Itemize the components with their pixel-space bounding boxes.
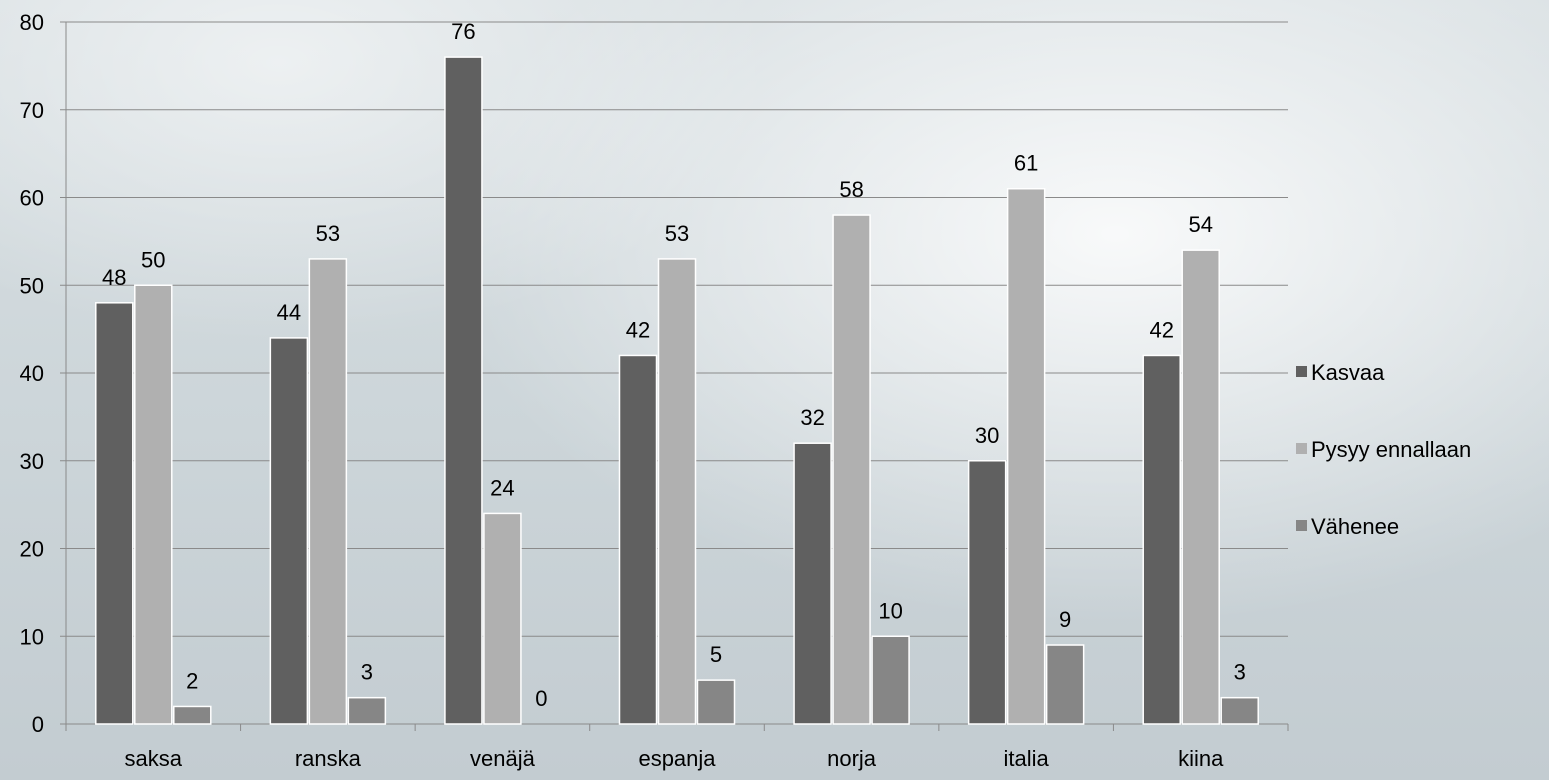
bar — [173, 705, 212, 725]
data-label: 9 — [1059, 607, 1071, 632]
data-label: 76 — [451, 19, 475, 44]
x-tick-label: venäjä — [470, 746, 536, 771]
legend-label: Pysyy ennallaan — [1311, 437, 1471, 462]
bar — [308, 258, 348, 725]
y-tick-label: 60 — [20, 186, 44, 211]
data-label: 3 — [361, 660, 373, 685]
data-label: 53 — [316, 221, 340, 246]
bar — [1142, 354, 1181, 725]
x-tick-label: saksa — [125, 746, 183, 771]
data-label: 0 — [535, 686, 547, 711]
data-label: 58 — [839, 177, 863, 202]
y-tick-label: 30 — [20, 449, 44, 474]
y-tick-label: 40 — [20, 361, 44, 386]
data-label: 3 — [1234, 660, 1246, 685]
data-label: 42 — [1149, 317, 1173, 342]
y-tick-label: 50 — [20, 273, 44, 298]
data-label: 10 — [878, 598, 902, 623]
bar — [1045, 644, 1085, 725]
data-label: 50 — [141, 247, 165, 272]
x-tick-label: ranska — [295, 746, 362, 771]
bar — [967, 460, 1007, 725]
legend-label: Vähenee — [1311, 514, 1399, 539]
data-label: 48 — [102, 265, 126, 290]
legend-swatch — [1296, 443, 1307, 454]
data-labels: 48 50 2 44 53 3 76 24 0 42 53 5 32 58 10 30 61 9 42 54 3 — [102, 19, 1246, 711]
bar — [444, 56, 483, 725]
data-label: 44 — [277, 300, 301, 325]
data-label: 30 — [975, 423, 999, 448]
bar — [1181, 249, 1220, 725]
x-tick-label: kiina — [1178, 746, 1224, 771]
data-label: 53 — [665, 221, 689, 246]
y-tick-label: 80 — [20, 10, 44, 35]
bar — [347, 696, 387, 725]
data-label: 32 — [800, 405, 824, 430]
bar — [696, 679, 736, 725]
data-label: 5 — [710, 642, 722, 667]
y-tick-label: 0 — [32, 712, 44, 737]
bars — [95, 56, 1259, 725]
x-tick-label: norja — [827, 746, 877, 771]
x-tick-label: espanja — [638, 746, 716, 771]
bar — [832, 214, 871, 725]
bar — [1220, 696, 1259, 725]
bar — [618, 354, 658, 725]
bar — [134, 284, 173, 725]
x-tick-label: italia — [1004, 746, 1050, 771]
data-label: 42 — [626, 317, 650, 342]
y-tick-label: 10 — [20, 624, 44, 649]
bar — [793, 442, 832, 725]
data-label: 2 — [186, 668, 198, 693]
legend-swatch — [1296, 520, 1307, 531]
data-label: 54 — [1188, 212, 1212, 237]
bar — [269, 337, 309, 725]
data-label: 24 — [490, 475, 514, 500]
bar — [95, 302, 134, 725]
legend-swatch — [1296, 366, 1307, 377]
bar — [1006, 187, 1046, 725]
y-tick-label: 70 — [20, 98, 44, 123]
legend-label: Kasvaa — [1311, 360, 1385, 385]
data-label: 61 — [1014, 151, 1038, 176]
legend: Kasvaa Pysyy ennallaan Vähenee — [1296, 360, 1471, 539]
y-tick-label: 20 — [20, 537, 44, 562]
bar — [871, 635, 910, 725]
bar — [657, 258, 697, 725]
bar — [483, 512, 522, 725]
